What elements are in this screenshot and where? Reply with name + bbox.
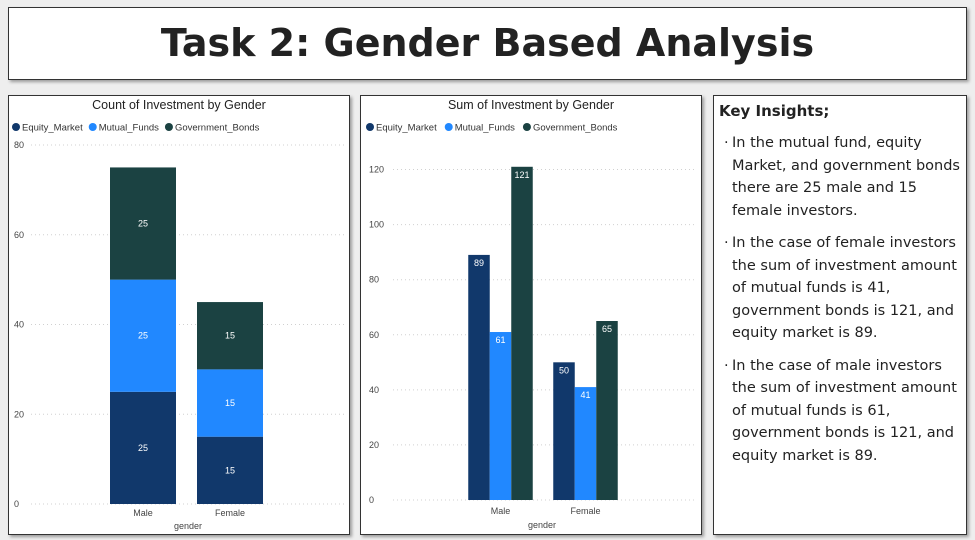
x-axis-title: gender — [174, 521, 202, 531]
legend-marker — [12, 123, 20, 131]
data-label: 15 — [225, 465, 235, 475]
bar-mutual-funds[interactable] — [574, 387, 597, 500]
bar-government-bonds[interactable] — [596, 321, 618, 500]
bar-equity-market[interactable] — [110, 391, 176, 504]
page-title: Task 2: Gender Based Analysis — [160, 21, 815, 65]
data-label: 15 — [225, 331, 235, 341]
chart-title: Count of Investment by Gender — [92, 98, 266, 112]
data-label: 65 — [602, 324, 612, 334]
insight-text: In the mutual fund, equity Market, and g… — [732, 135, 960, 219]
y-tick-label: 0 — [14, 499, 19, 509]
bar-government-bonds[interactable] — [110, 167, 176, 280]
insight-text: In the case of male investors the sum of… — [732, 357, 957, 464]
x-tick-label: Male — [491, 506, 511, 516]
data-label: 15 — [225, 398, 235, 408]
y-tick-label: 60 — [14, 230, 24, 240]
data-label: 25 — [138, 219, 148, 229]
x-tick-label: Female — [215, 508, 245, 518]
data-label: 25 — [138, 443, 148, 453]
bar-equity-market[interactable] — [468, 254, 490, 500]
y-tick-label: 40 — [14, 320, 24, 330]
data-label: 50 — [559, 365, 569, 375]
legend-marker — [366, 123, 374, 131]
y-tick-label: 0 — [369, 495, 374, 505]
title-panel: Task 2: Gender Based Analysis — [8, 7, 967, 80]
data-label: 25 — [138, 331, 148, 341]
y-tick-label: 120 — [369, 165, 384, 175]
y-tick-label: 80 — [14, 140, 24, 150]
insights-heading: Key Insights; — [719, 102, 830, 120]
y-tick-label: 40 — [369, 385, 379, 395]
insights-panel: Key Insights; · In the mutual fund, equit… — [713, 95, 967, 535]
bar-government-bonds[interactable] — [511, 166, 533, 500]
x-axis-title: gender — [528, 520, 556, 530]
bullet: · — [724, 235, 729, 251]
bar-equity-market[interactable] — [197, 436, 263, 504]
data-label: 121 — [514, 170, 529, 180]
insight-item: · In the case of male investors the sum o… — [724, 355, 960, 468]
legend-label: Mutual_Funds — [455, 123, 515, 134]
bullet: · — [724, 135, 729, 151]
chart-title: Sum of Investment by Gender — [448, 98, 614, 112]
y-tick-label: 80 — [369, 275, 379, 285]
bar-government-bonds[interactable] — [197, 302, 263, 370]
y-tick-label: 20 — [369, 440, 379, 450]
legend-marker — [522, 123, 531, 131]
bar-equity-market[interactable] — [553, 362, 575, 500]
x-tick-label: Male — [133, 508, 153, 518]
data-label: 89 — [474, 258, 484, 268]
bar-mutual-funds[interactable] — [197, 369, 263, 437]
bar-mutual-funds[interactable] — [489, 332, 512, 500]
legend-label: Mutual_Funds — [99, 123, 159, 134]
insight-text: In the case of female investors the sum … — [732, 235, 957, 341]
y-tick-label: 100 — [369, 220, 384, 230]
bullet: · — [724, 357, 729, 374]
legend-label: Equity_Market — [22, 123, 83, 134]
data-label: 41 — [580, 390, 590, 400]
insights-list: · In the mutual fund, equity Market, and … — [714, 132, 966, 467]
count-chart-panel[interactable]: Count of Investment by Gender Equity_Mark… — [8, 95, 350, 535]
y-tick-label: 60 — [369, 330, 379, 340]
legend-marker — [444, 123, 453, 131]
bar-mutual-funds[interactable] — [110, 279, 176, 392]
legend-marker — [88, 123, 97, 131]
insight-item: · In the case of female investors the sum… — [724, 232, 960, 345]
x-tick-label: Female — [570, 506, 600, 516]
legend-label: Government_Bonds — [533, 123, 618, 134]
y-tick-label: 20 — [14, 409, 24, 419]
insight-item: · In the mutual fund, equity Market, and … — [724, 132, 960, 222]
sum-chart[interactable]: Sum of Investment by Gender Equity_Market… — [361, 96, 701, 534]
legend-label: Government_Bonds — [175, 123, 260, 134]
legend-label: Equity_Market — [376, 123, 437, 134]
data-label: 61 — [495, 335, 505, 345]
legend-marker — [164, 123, 173, 131]
count-chart[interactable]: Count of Investment by Gender Equity_Mark… — [9, 96, 349, 534]
sum-chart-panel[interactable]: Sum of Investment by Gender Equity_Market… — [360, 95, 702, 535]
